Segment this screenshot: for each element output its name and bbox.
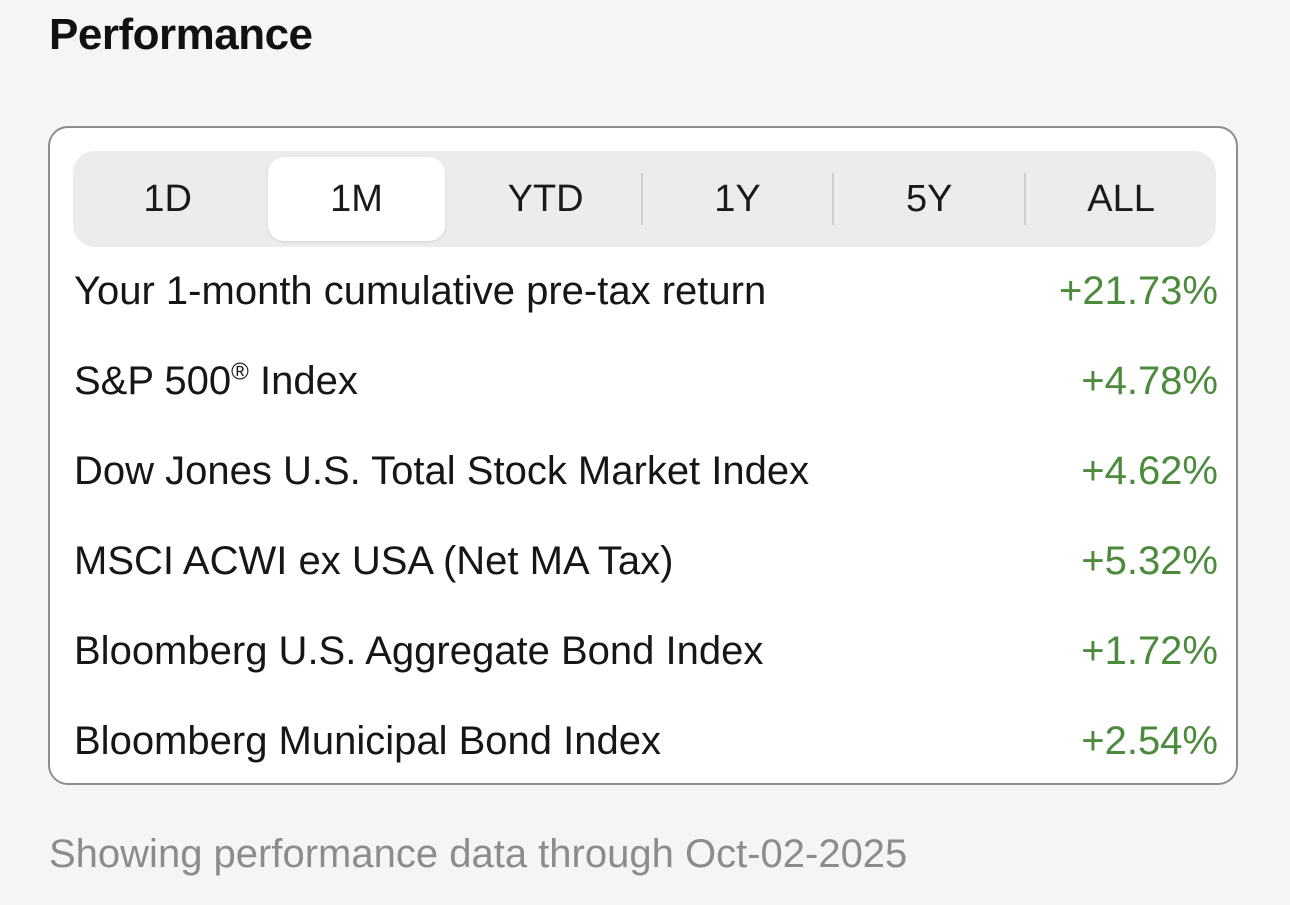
row-label: Dow Jones U.S. Total Stock Market Index bbox=[74, 448, 810, 493]
row-label: Your 1-month cumulative pre-tax return bbox=[74, 268, 767, 313]
registered-mark: ® bbox=[231, 358, 249, 386]
row-label-tail: Index bbox=[248, 358, 358, 403]
performance-row: Dow Jones U.S. Total Stock Market Index … bbox=[74, 426, 1218, 516]
row-value: +4.62% bbox=[1081, 448, 1218, 493]
segment-divider bbox=[1024, 173, 1027, 225]
performance-card: 1D 1M YTD 1Y 5Y ALL Your 1-month cumulat… bbox=[48, 126, 1238, 785]
row-value: +2.54% bbox=[1081, 718, 1218, 763]
performance-row: Bloomberg Municipal Bond Index +2.54% bbox=[74, 696, 1218, 786]
row-label: Bloomberg U.S. Aggregate Bond Index bbox=[74, 628, 764, 673]
period-tab-1d[interactable]: 1D bbox=[143, 177, 192, 220]
row-value: +1.72% bbox=[1081, 628, 1218, 673]
data-date-footnote: Showing performance data through Oct-02-… bbox=[49, 832, 908, 876]
performance-row: MSCI ACWI ex USA (Net MA Tax) +5.32% bbox=[74, 516, 1218, 606]
row-label: S&P 500® Index bbox=[74, 359, 358, 404]
row-label: Bloomberg Municipal Bond Index bbox=[74, 718, 662, 763]
performance-row: Bloomberg U.S. Aggregate Bond Index +1.7… bbox=[74, 606, 1218, 696]
period-tab-5y[interactable]: 5Y bbox=[906, 177, 953, 220]
row-label-main: S&P 500 bbox=[74, 358, 232, 403]
period-tab-1m[interactable]: 1M bbox=[268, 157, 445, 241]
segment-divider bbox=[832, 173, 835, 225]
section-title: Performance bbox=[49, 10, 313, 59]
row-value: +5.32% bbox=[1081, 538, 1218, 583]
row-value: +4.78% bbox=[1081, 358, 1218, 403]
period-selector: 1D 1M YTD 1Y 5Y ALL bbox=[73, 151, 1216, 247]
period-tab-ytd[interactable]: YTD bbox=[507, 177, 584, 220]
period-tab-all[interactable]: ALL bbox=[1087, 177, 1155, 220]
row-label: MSCI ACWI ex USA (Net MA Tax) bbox=[74, 538, 674, 583]
performance-row: S&P 500® Index +4.78% bbox=[74, 336, 1218, 426]
row-value: +21.73% bbox=[1058, 268, 1218, 313]
performance-list: Your 1-month cumulative pre-tax return +… bbox=[74, 246, 1218, 786]
period-tab-1y[interactable]: 1Y bbox=[714, 177, 761, 220]
segment-divider bbox=[640, 173, 643, 225]
performance-row: Your 1-month cumulative pre-tax return +… bbox=[74, 246, 1218, 336]
